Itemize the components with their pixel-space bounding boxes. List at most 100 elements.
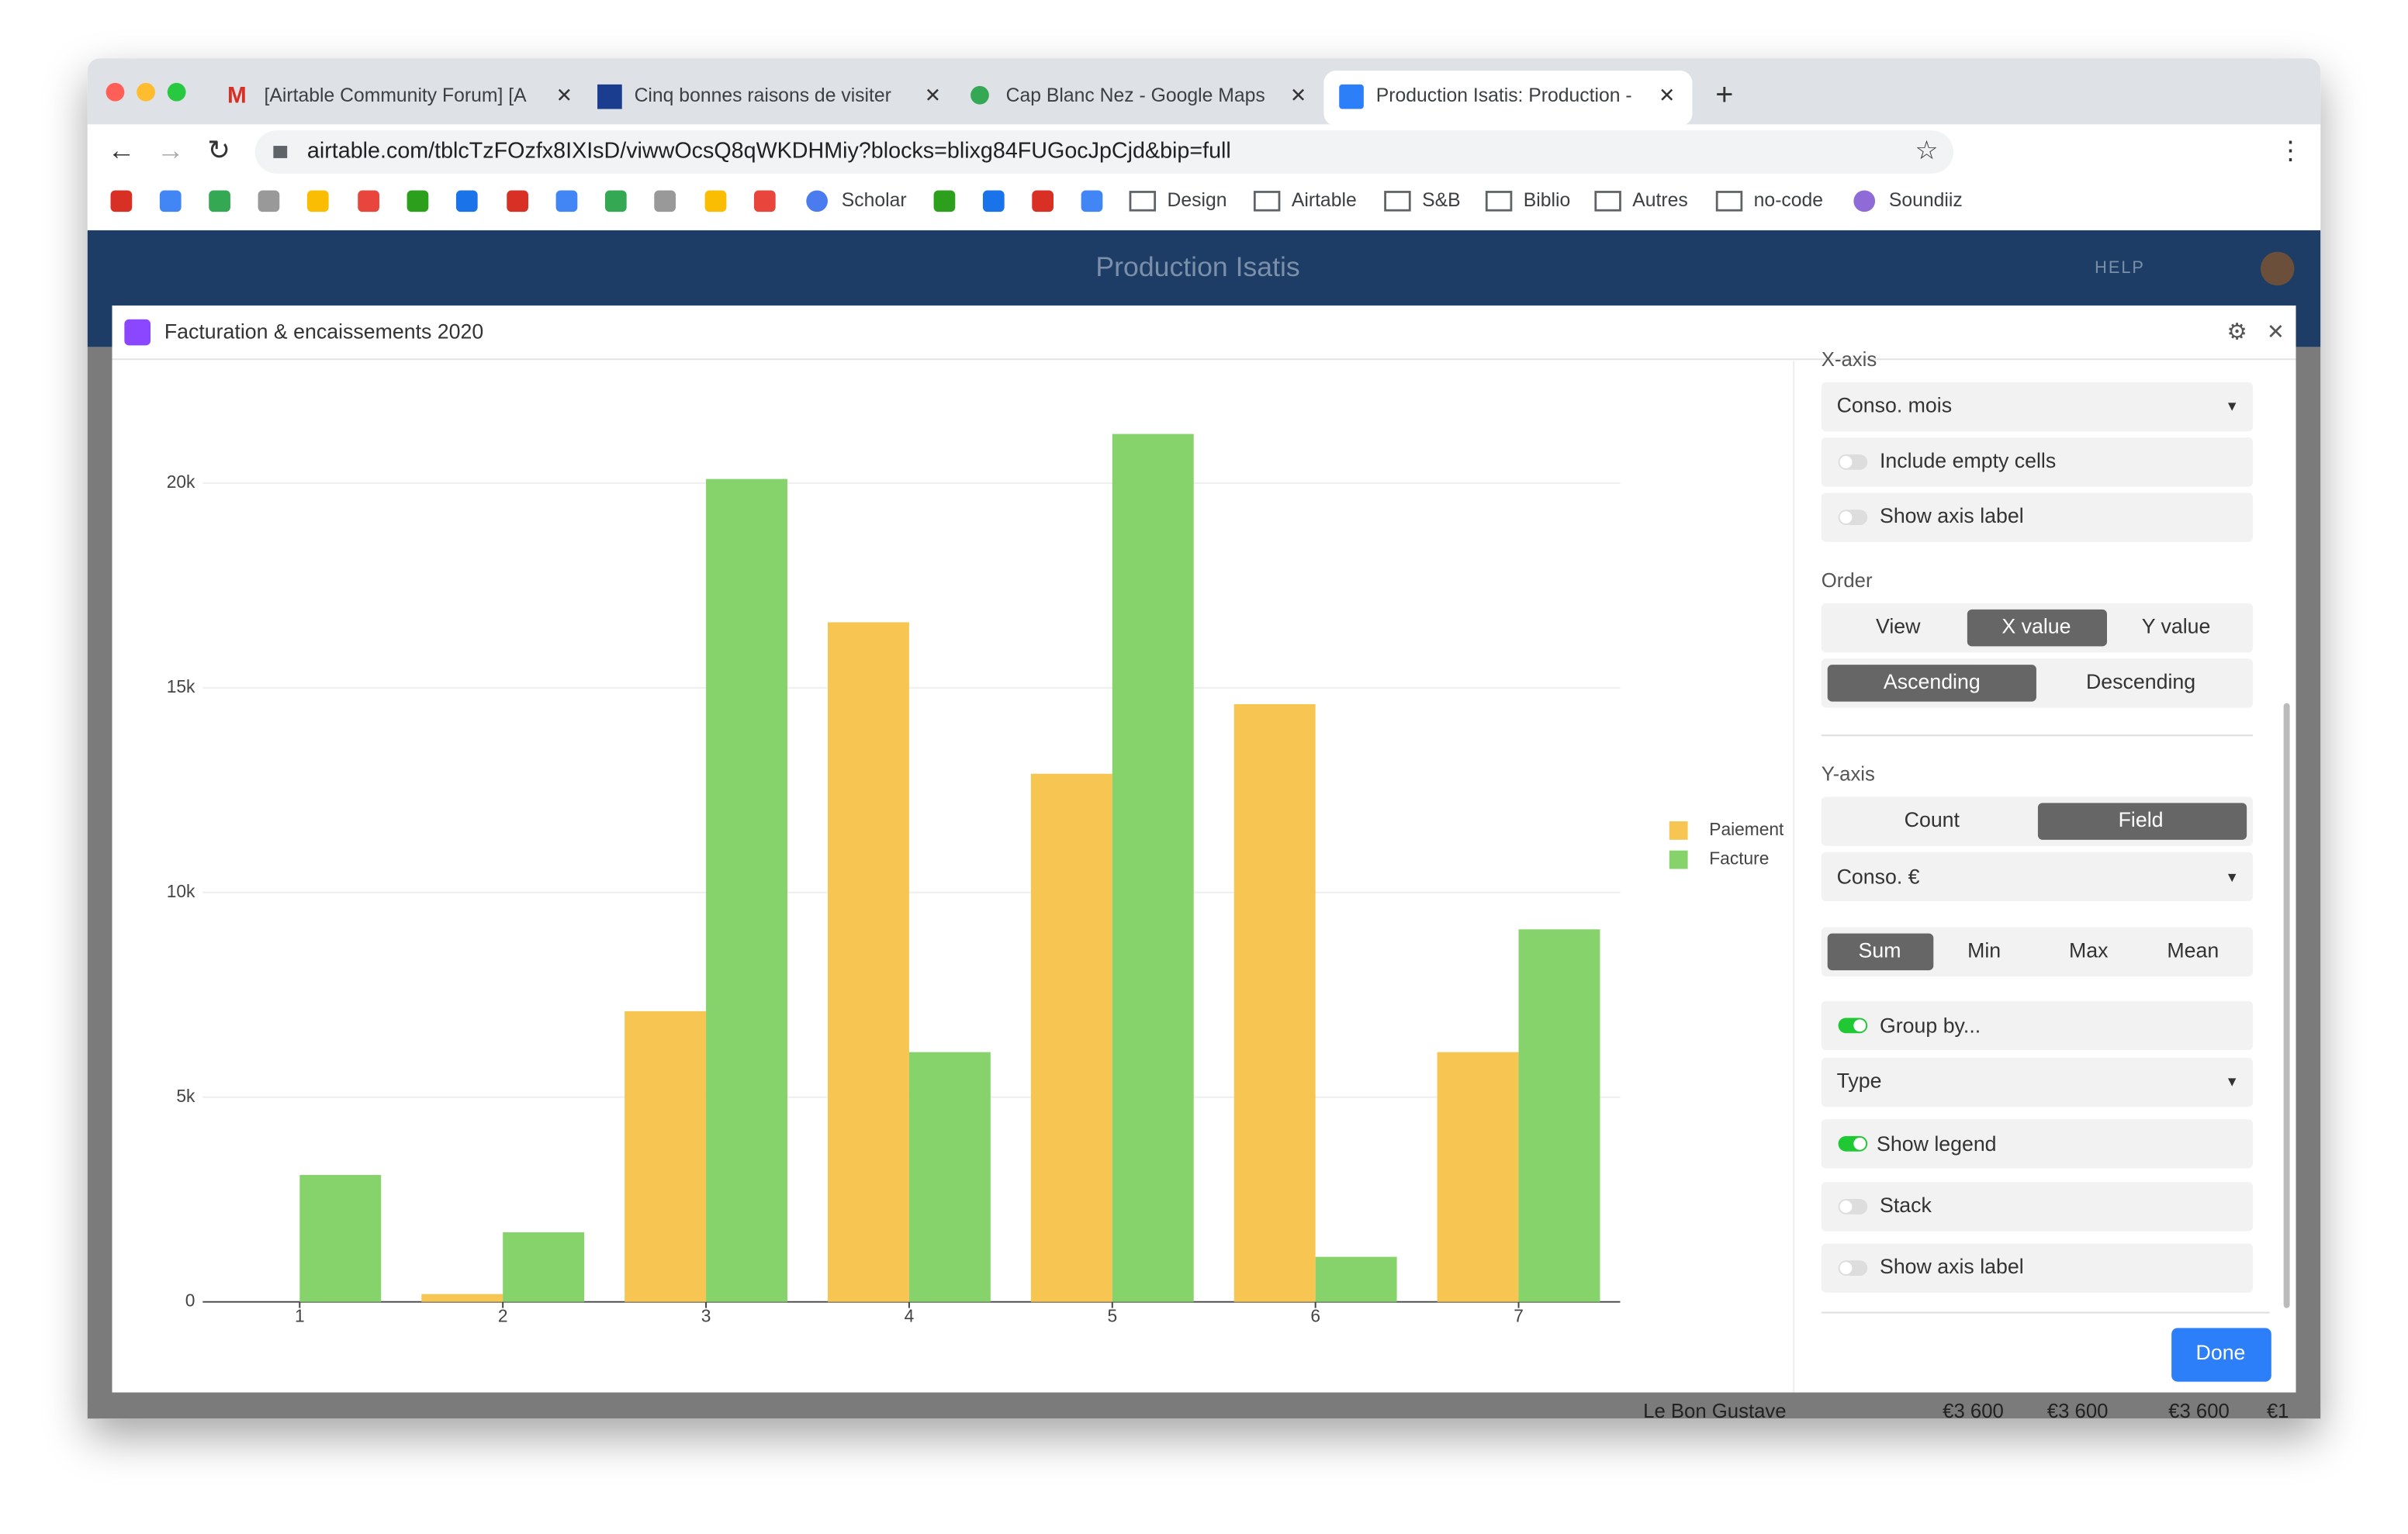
bookmark-icon[interactable] — [455, 190, 478, 212]
selected-option — [2037, 803, 2247, 840]
option-label[interactable]: Max — [2069, 938, 2109, 962]
option-label[interactable]: Conso. mois — [1837, 394, 1953, 417]
option-label[interactable]: Show axis label — [1880, 504, 2024, 527]
bookmark-icon[interactable] — [507, 190, 528, 212]
option-label[interactable]: Y-axis — [1822, 763, 1875, 785]
bookmark[interactable]: S&B — [1422, 190, 1461, 211]
bookmark[interactable]: Scholar — [842, 190, 907, 211]
tab-close[interactable]: ✕ — [556, 85, 573, 107]
x-tick-label: 2 — [498, 1305, 508, 1325]
option-label[interactable]: Stack — [1880, 1194, 1932, 1217]
option-label[interactable]: Field — [2119, 808, 2164, 831]
tab-close[interactable]: ✕ — [1659, 85, 1676, 107]
block-title[interactable]: Facturation & encaissements 2020 — [164, 320, 483, 344]
forward-button[interactable]: → — [157, 134, 185, 165]
folder-icon — [1129, 191, 1157, 212]
option-label[interactable]: Group by... — [1880, 1014, 1981, 1037]
bookmark-icon[interactable] — [982, 190, 1005, 212]
option-label[interactable]: Done — [2196, 1341, 2246, 1364]
bookmark[interactable]: no-code — [1754, 190, 1823, 211]
settings-button[interactable]: ⚙ — [2226, 319, 2247, 344]
bookmark-icon[interactable] — [604, 190, 627, 212]
bookmark-icon[interactable] — [704, 190, 727, 212]
bookmark-icon[interactable] — [654, 190, 676, 212]
bookmark-icon[interactable] — [1032, 190, 1054, 212]
url[interactable]: airtable.com/tblcTzFOzfx8IXIsD/viwwOcsQ8… — [307, 139, 1231, 164]
option-label[interactable]: Ascending — [1884, 670, 1981, 693]
active-tab[interactable] — [1323, 71, 1693, 126]
option-label[interactable]: Mean — [2167, 938, 2219, 962]
bar — [1233, 703, 1316, 1302]
bookmark-icon[interactable] — [258, 190, 280, 212]
option-label[interactable]: Y value — [2142, 615, 2211, 638]
x-tick-label: 3 — [701, 1305, 711, 1325]
folder-icon — [1715, 191, 1743, 212]
avatar[interactable] — [2260, 251, 2295, 286]
tab-icon — [597, 84, 622, 109]
tab-close[interactable]: ✕ — [925, 85, 942, 107]
help-link[interactable]: HELP — [2095, 257, 2145, 277]
bar — [908, 1052, 991, 1302]
table-cell: €1 — [2267, 1401, 2289, 1422]
folder-icon — [1253, 191, 1281, 212]
tab-close[interactable]: ✕ — [1290, 85, 1307, 107]
option-label[interactable]: Count — [1905, 808, 1960, 831]
minimize-button[interactable] — [137, 82, 155, 102]
tab-icon: M — [227, 83, 247, 109]
bookmarks-bar: Scholar Design Airtable S&B Biblio Autres no-c… — [110, 190, 1963, 212]
bookmark[interactable]: Soundiiz — [1889, 190, 1963, 211]
legend-label[interactable]: Paiement — [1709, 819, 1784, 839]
reload-button[interactable]: ↻ — [207, 134, 230, 165]
bookmark-icon[interactable] — [306, 190, 329, 212]
option-label[interactable]: Show legend — [1877, 1132, 1997, 1156]
folder-icon — [1485, 191, 1513, 212]
new-tab[interactable]: + — [1715, 78, 1733, 112]
bookmark-icon[interactable] — [159, 190, 182, 212]
bookmark-icon[interactable] — [358, 190, 379, 212]
tab-title[interactable]: [Airtable Community Forum] [A — [264, 85, 527, 106]
option-label[interactable]: Show axis label — [1880, 1255, 2024, 1278]
tab-title[interactable]: Cinq bonnes raisons de visiter — [635, 85, 891, 106]
bookmark-icon[interactable] — [1081, 190, 1103, 212]
option-label[interactable]: Sum — [1859, 938, 1901, 962]
bookmark[interactable]: Design — [1167, 190, 1226, 211]
toggle-knob — [1839, 455, 1853, 468]
back-button[interactable]: ← — [108, 134, 136, 165]
scrollbar[interactable] — [2283, 703, 2290, 1308]
option-label[interactable]: Order — [1822, 570, 1873, 592]
option-label[interactable]: Min — [1967, 938, 2001, 962]
close-button[interactable] — [106, 82, 125, 102]
option-label[interactable]: Conso. € — [1837, 865, 1920, 888]
bookmark-icon[interactable] — [407, 190, 429, 212]
option-label[interactable]: X-axis — [1822, 349, 1877, 371]
bookmark[interactable]: Biblio — [1524, 190, 1571, 211]
control-box — [1821, 492, 2254, 542]
bookmark-icon[interactable] — [209, 190, 230, 212]
base-name[interactable]: Production Isatis — [1095, 251, 1299, 282]
bookmark[interactable]: Autres — [1632, 190, 1687, 211]
bar — [1030, 773, 1112, 1302]
bookmark-icon[interactable] — [753, 190, 776, 212]
bookmark-icon[interactable] — [933, 190, 956, 212]
bookmark[interactable]: Airtable — [1292, 190, 1357, 211]
bookmark-icon[interactable] — [555, 190, 578, 212]
option-label[interactable]: Include empty cells — [1880, 449, 2056, 472]
done-button[interactable] — [2171, 1328, 2271, 1382]
legend-swatch — [1669, 850, 1688, 869]
tab-title[interactable]: Production Isatis: Production - — [1376, 85, 1632, 106]
legend-label[interactable]: Facture — [1709, 848, 1769, 869]
chart: 0 5k 10k 15k 20k 1 2 3 4 5 6 7 Paiement Facture — [167, 434, 1784, 1325]
option-label[interactable]: X value — [2001, 615, 2071, 638]
bookmark-icon[interactable] — [110, 190, 133, 212]
control-box — [1821, 1119, 2254, 1169]
bar — [1112, 434, 1194, 1302]
address-bar[interactable] — [254, 130, 1954, 174]
close-modal[interactable]: ✕ — [2267, 320, 2285, 344]
menu-button[interactable]: ⋮ — [2278, 136, 2304, 165]
bookmark-star[interactable]: ☆ — [1915, 136, 1939, 165]
option-label[interactable]: Descending — [2086, 670, 2195, 693]
tab-title[interactable]: Cap Blanc Nez - Google Maps — [1006, 85, 1265, 106]
option-label[interactable]: Type — [1837, 1069, 1882, 1093]
zoom-button[interactable] — [167, 82, 186, 102]
option-label[interactable]: View — [1876, 615, 1921, 638]
